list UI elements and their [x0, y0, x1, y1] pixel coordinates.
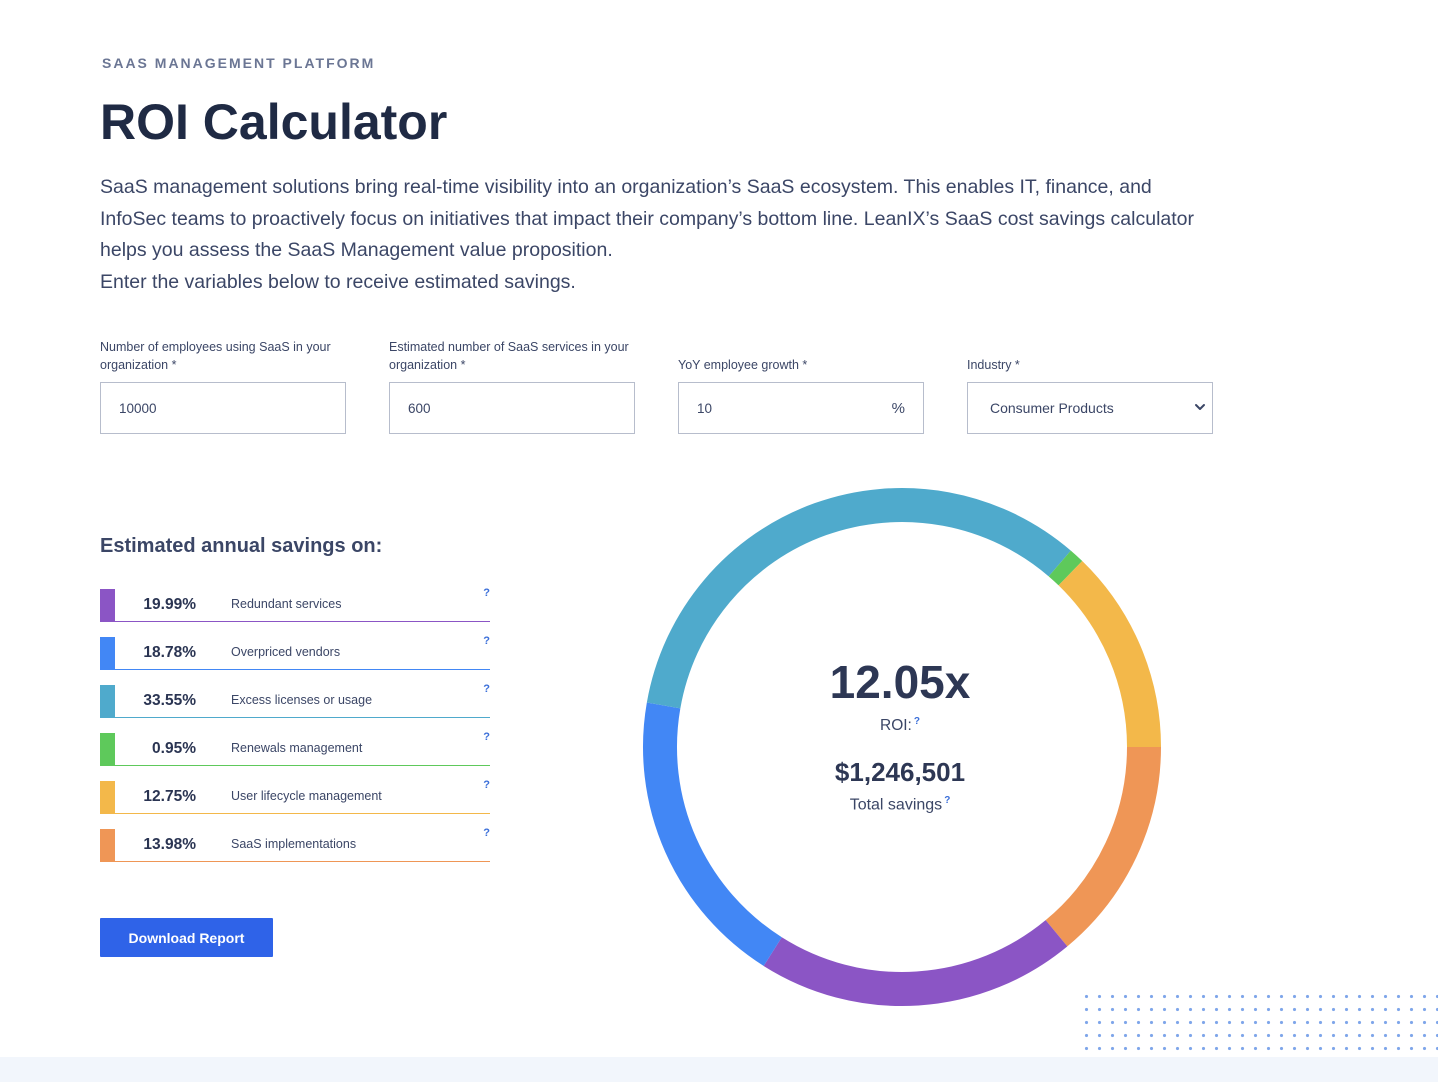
total-savings-help-icon[interactable]: ?	[944, 795, 951, 806]
industry-label: Industry *	[967, 358, 1020, 372]
services-label: Estimated number of SaaS services in you…	[389, 340, 629, 372]
services-field: Estimated number of SaaS services in you…	[389, 336, 635, 434]
savings-color-swatch	[100, 829, 115, 861]
help-icon[interactable]: ?	[483, 635, 490, 647]
savings-donut-chart	[643, 488, 1161, 1006]
employees-field: Number of employees using SaaS in your o…	[100, 336, 346, 434]
savings-row: 18.78% Overpriced vendors?	[100, 635, 490, 670]
growth-label: YoY employee growth *	[678, 358, 808, 372]
percent-unit: %	[891, 399, 905, 417]
services-value: 600	[408, 400, 431, 416]
savings-list: 19.99% Redundant services? 18.78% Overprice…	[100, 587, 490, 877]
chevron-down-icon	[1195, 404, 1205, 410]
roi-value: 12.05x	[829, 656, 971, 708]
growth-value: 10	[697, 400, 713, 416]
donut-segment-0	[1045, 746, 1161, 947]
savings-percent: 33.55%	[143, 692, 196, 709]
savings-percent: 19.99%	[143, 596, 196, 613]
savings-color-swatch	[100, 685, 115, 717]
help-icon[interactable]: ?	[483, 827, 490, 839]
roi-label: ROI:	[880, 717, 912, 735]
savings-color-swatch	[100, 637, 115, 669]
savings-row: 13.98% SaaS implementations?	[100, 827, 490, 862]
donut-segment-3	[646, 488, 1071, 709]
savings-row: 12.75% User lifecycle management?	[100, 779, 490, 814]
savings-color-swatch	[100, 589, 115, 621]
donut-segment-4	[1048, 550, 1083, 586]
savings-label: SaaS implementations	[231, 837, 357, 851]
employees-input[interactable]: 10000	[100, 382, 346, 434]
roi-label-row: ROI:?	[800, 716, 1000, 735]
footer-band	[0, 1057, 1438, 1082]
savings-color-swatch	[100, 733, 115, 765]
employees-value: 10000	[119, 400, 157, 416]
growth-field: YoY employee growth * 10 %	[678, 336, 924, 434]
intro-text: SaaS management solutions bring real-tim…	[100, 172, 1210, 298]
industry-select[interactable]: Consumer Products	[967, 382, 1213, 434]
savings-label: Overpriced vendors	[231, 645, 341, 659]
industry-value: Consumer Products	[990, 400, 1114, 416]
savings-heading: Estimated annual savings on:	[100, 535, 383, 557]
roi-help-icon[interactable]: ?	[913, 716, 920, 727]
eyebrow: SAAS MANAGEMENT PLATFORM	[102, 55, 376, 71]
intro-paragraph: SaaS management solutions bring real-tim…	[100, 176, 1194, 261]
page-title: ROI Calculator	[100, 94, 448, 150]
savings-label: Renewals management	[231, 741, 363, 755]
total-savings-label: Total savings	[849, 796, 943, 814]
intro-instruction: Enter the variables below to receive est…	[100, 270, 576, 293]
donut-segment-5	[1058, 561, 1161, 748]
donut-segment-1	[763, 920, 1068, 1006]
help-icon[interactable]: ?	[483, 779, 490, 791]
employees-label: Number of employees using SaaS in your o…	[100, 340, 331, 372]
services-input[interactable]: 600	[389, 382, 635, 434]
savings-percent: 12.75%	[143, 788, 196, 805]
industry-field: Industry * Consumer Products	[967, 336, 1213, 434]
savings-row: 0.95% Renewals management?	[100, 731, 490, 766]
savings-percent: 0.95%	[152, 740, 196, 757]
savings-color-swatch	[100, 781, 115, 813]
total-savings-value: $1,246,501	[834, 757, 966, 787]
help-icon[interactable]: ?	[483, 587, 490, 599]
help-icon[interactable]: ?	[483, 683, 490, 695]
help-icon[interactable]: ?	[483, 731, 490, 743]
growth-input[interactable]: 10 %	[678, 382, 924, 434]
savings-label: Redundant services	[231, 597, 342, 611]
savings-label: User lifecycle management	[231, 789, 382, 803]
donut-segment-2	[643, 702, 782, 966]
savings-percent: 18.78%	[143, 644, 196, 661]
savings-percent: 13.98%	[143, 836, 196, 853]
download-report-button[interactable]: Download Report	[100, 918, 273, 957]
savings-row: 19.99% Redundant services?	[100, 587, 490, 622]
total-savings-label-row: Total savings?	[780, 795, 1020, 814]
savings-label: Excess licenses or usage	[231, 693, 373, 707]
savings-row: 33.55% Excess licenses or usage?	[100, 683, 490, 718]
